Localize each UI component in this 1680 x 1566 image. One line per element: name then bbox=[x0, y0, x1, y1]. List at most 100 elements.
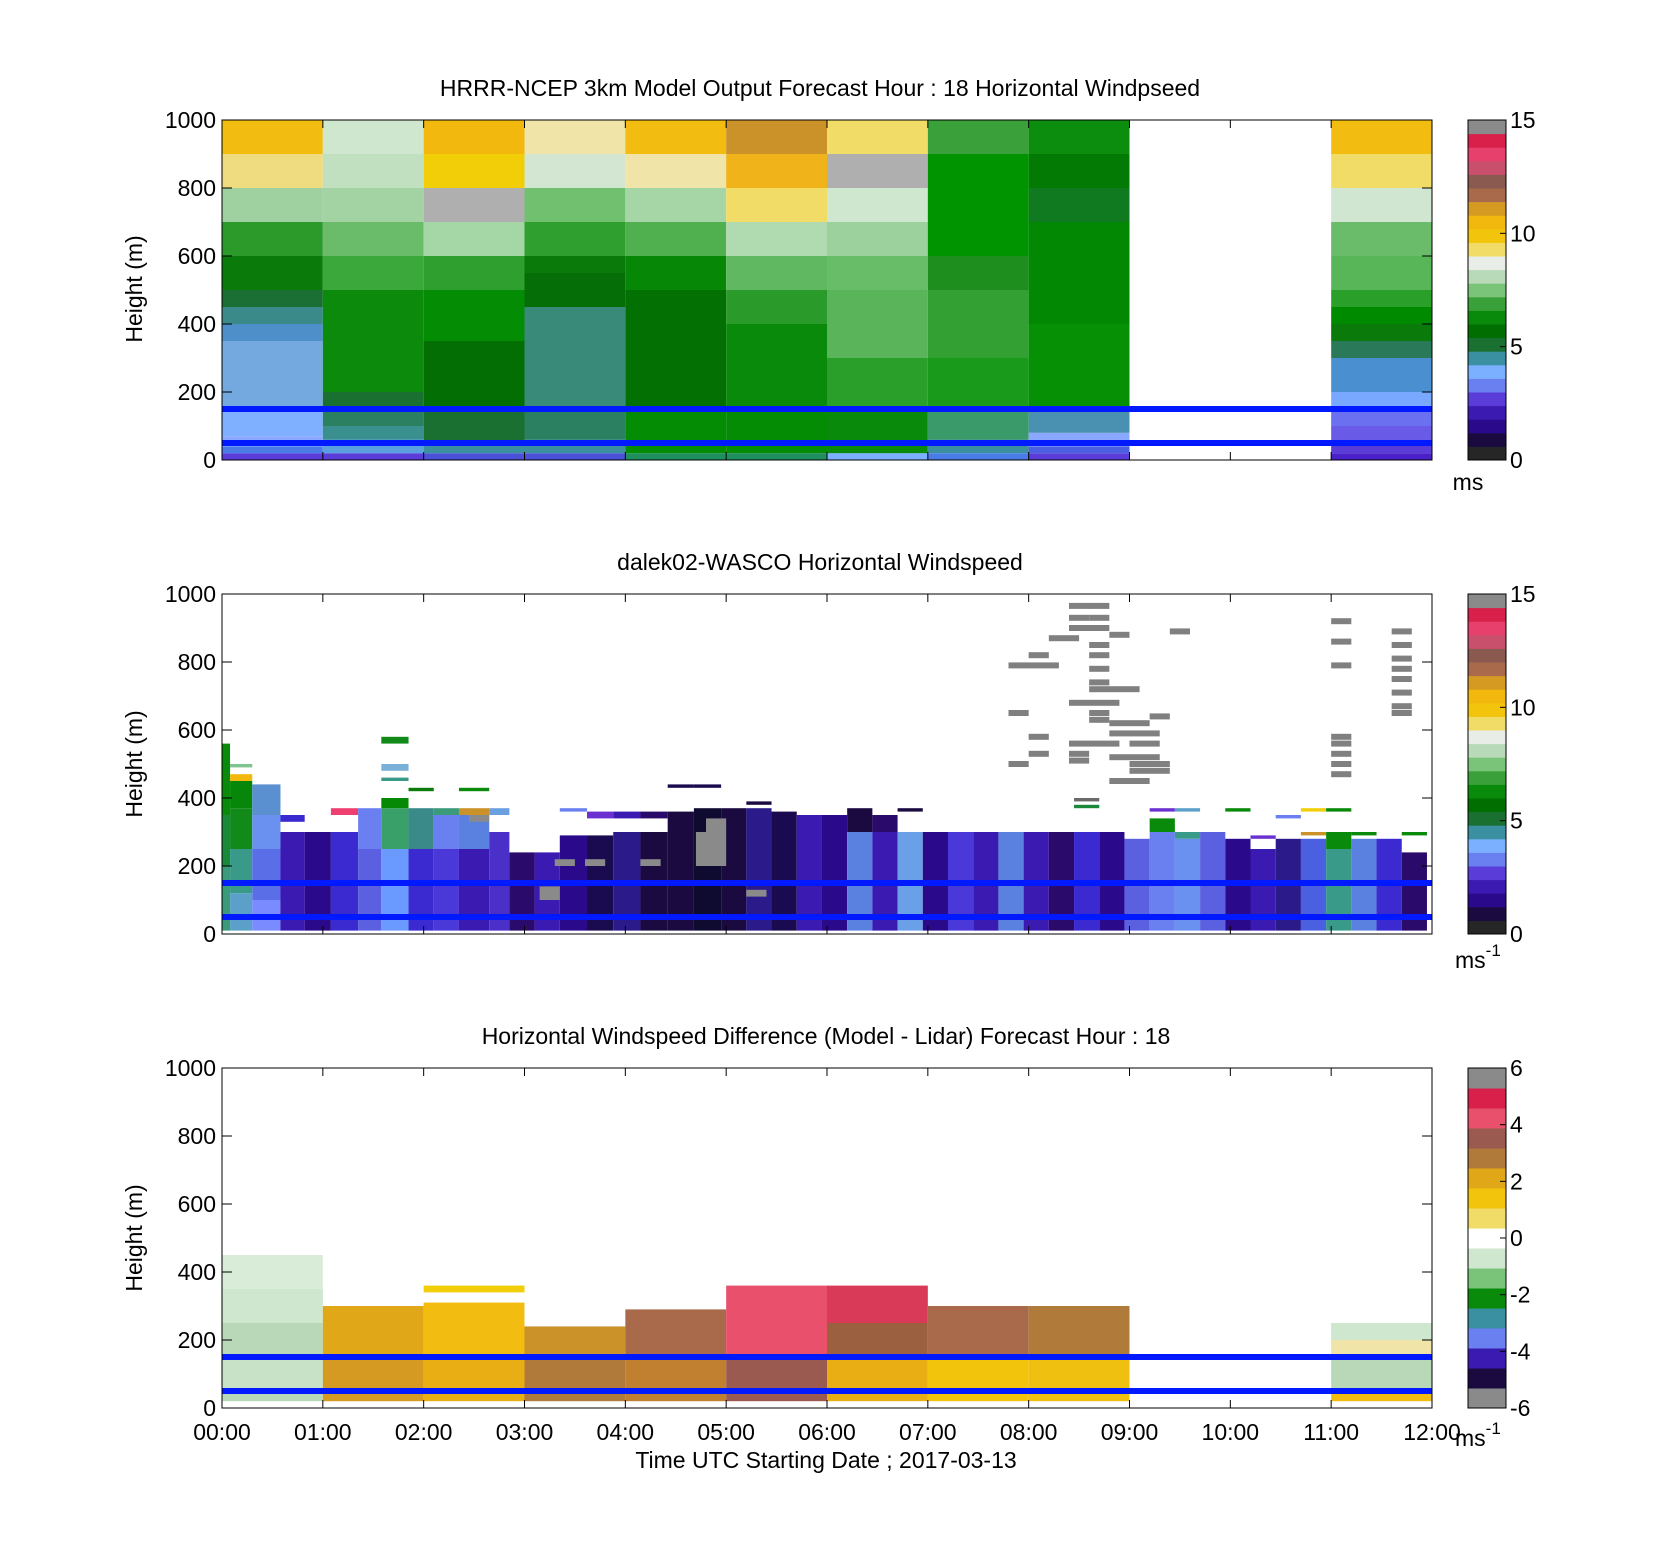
heat-cell bbox=[222, 1289, 323, 1323]
heat-cell bbox=[423, 154, 525, 188]
y-tick-label: 0 bbox=[203, 447, 216, 473]
heat-cell bbox=[625, 188, 727, 222]
colorbar-tick-label: -6 bbox=[1510, 1395, 1530, 1421]
colorbar-segment bbox=[1468, 1268, 1506, 1289]
colorbar-tick-label: 15 bbox=[1510, 107, 1536, 133]
x-tick-labels: 00:00 01:00 02:00 03:00 04:00 05:00 06:00 07:00… bbox=[193, 1419, 1461, 1445]
colorbar-segment bbox=[1468, 648, 1506, 663]
colorbar-segment bbox=[1468, 432, 1506, 447]
colorbar-tick-label: 5 bbox=[1510, 808, 1523, 834]
colorbar-segment bbox=[1468, 607, 1506, 622]
heat-cell-grey bbox=[1028, 733, 1049, 740]
colorbar-tick-label: 15 bbox=[1510, 581, 1536, 607]
colorbar-segment bbox=[1468, 1388, 1506, 1409]
heat-cell bbox=[726, 188, 827, 222]
heat-cell bbox=[746, 808, 772, 931]
heat-cell bbox=[230, 781, 253, 809]
x-tick-label: 12:00 bbox=[1403, 1419, 1461, 1445]
heat-cell bbox=[222, 409, 323, 437]
colorbar-segment bbox=[1468, 296, 1506, 311]
heat-cell bbox=[693, 784, 722, 788]
colorbar-segment bbox=[1468, 906, 1506, 921]
heat-cell bbox=[1331, 426, 1432, 443]
colorbar-segment bbox=[1468, 1108, 1506, 1129]
colorbar-tick-label: 6 bbox=[1510, 1055, 1523, 1081]
x-axis-label: Time UTC Starting Date ; 2017-03-13 bbox=[635, 1447, 1016, 1473]
y-tick-label: 0 bbox=[203, 1395, 216, 1421]
heat-cell-grey bbox=[554, 859, 575, 866]
colorbar-segment bbox=[1468, 405, 1506, 420]
colorbar-segment bbox=[1468, 256, 1506, 271]
x-tick-label: 10:00 bbox=[1202, 1419, 1260, 1445]
heat-cell-grey bbox=[1331, 740, 1352, 747]
heat-cell bbox=[1028, 154, 1130, 188]
y-tick-label: 400 bbox=[178, 1259, 216, 1285]
heat-cell bbox=[423, 120, 525, 154]
colorbar-segment bbox=[1468, 310, 1506, 325]
colorbar-segment bbox=[1468, 228, 1506, 243]
y-tick-label: 200 bbox=[178, 1327, 216, 1353]
heat-cell bbox=[1275, 815, 1301, 819]
x-tick-label: 04:00 bbox=[597, 1419, 655, 1445]
colorbar-segment bbox=[1468, 634, 1506, 649]
heat-cell bbox=[827, 120, 928, 154]
heat-cell bbox=[1028, 1357, 1130, 1402]
heat-cell bbox=[927, 290, 1029, 358]
heat-cell bbox=[821, 815, 848, 931]
heat-cell bbox=[381, 764, 409, 771]
heat-cell bbox=[726, 120, 827, 154]
heat-cell bbox=[280, 815, 305, 822]
heat-cell bbox=[423, 188, 525, 222]
heat-cell bbox=[1401, 832, 1427, 836]
panel-3-title: Horizontal Windspeed Difference (Model -… bbox=[482, 1023, 1171, 1049]
x-tick-label: 09:00 bbox=[1101, 1419, 1159, 1445]
heat-cell-grey bbox=[1089, 686, 1140, 693]
colorbar-segment bbox=[1468, 188, 1506, 203]
heat-cell bbox=[1331, 307, 1432, 324]
heat-cell bbox=[381, 808, 409, 849]
panel-3-colorbar-unit-base: ms bbox=[1455, 1425, 1486, 1451]
heat-cell bbox=[230, 893, 253, 931]
heat-cell-grey bbox=[1028, 652, 1049, 659]
heat-cell bbox=[1326, 808, 1352, 812]
heat-cell-grey bbox=[1391, 665, 1412, 672]
colorbar-frame bbox=[1467, 593, 1507, 935]
heat-cell bbox=[771, 811, 797, 931]
x-tick-label: 11:00 bbox=[1303, 1419, 1359, 1445]
heat-cell bbox=[222, 290, 323, 307]
colorbar-tick-label: 10 bbox=[1510, 694, 1536, 720]
heat-cell-grey bbox=[1069, 757, 1090, 764]
heat-cell-grey bbox=[1028, 750, 1049, 757]
colorbar-segment bbox=[1468, 378, 1506, 393]
heat-cell bbox=[222, 446, 323, 454]
heat-cell bbox=[222, 1357, 323, 1388]
heat-cell bbox=[667, 811, 694, 931]
heat-cell bbox=[1300, 808, 1327, 812]
panel-1-plot-area: 0 200 400 600 800 1000 bbox=[165, 107, 1433, 473]
colorbar-segment bbox=[1468, 594, 1506, 609]
heat-cell-grey bbox=[1069, 614, 1090, 621]
panel-2-ylabel: Height (m) bbox=[121, 710, 147, 817]
colorbar-segment bbox=[1468, 1288, 1506, 1309]
heat-cell bbox=[330, 808, 359, 815]
heat-cell bbox=[222, 866, 231, 931]
colorbar-tick-label: 0 bbox=[1510, 921, 1523, 947]
heat-cell bbox=[827, 256, 928, 290]
heat-cell bbox=[1326, 832, 1352, 849]
colorbar-segment bbox=[1468, 1368, 1506, 1389]
heat-cell bbox=[1331, 324, 1432, 341]
heat-cell bbox=[667, 784, 694, 788]
heat-cell bbox=[222, 324, 323, 341]
heat-cell-grey bbox=[1008, 710, 1029, 716]
heat-cell-grey bbox=[1089, 710, 1110, 716]
heat-cell-grey bbox=[1331, 618, 1352, 625]
heat-cell bbox=[381, 798, 409, 809]
colorbar-segment bbox=[1468, 446, 1506, 461]
heat-cell-grey bbox=[1391, 642, 1412, 648]
colorbar-segment bbox=[1468, 419, 1506, 434]
colorbar-segment bbox=[1468, 174, 1506, 189]
colorbar-segment bbox=[1468, 147, 1506, 162]
heat-cell-grey bbox=[1089, 679, 1110, 686]
heat-cell bbox=[1149, 818, 1175, 832]
heat-cell bbox=[230, 808, 253, 849]
